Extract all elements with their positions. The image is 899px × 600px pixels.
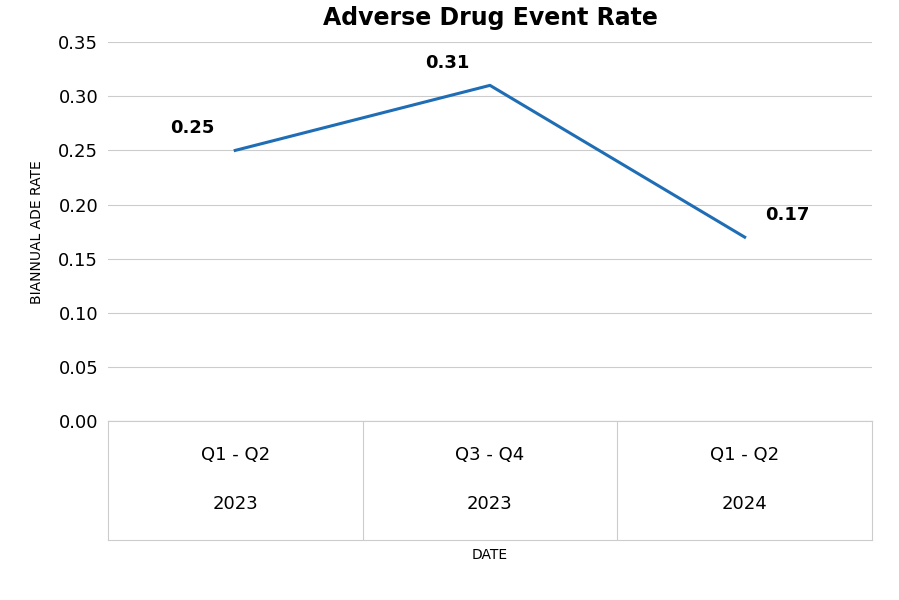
Text: 2023: 2023 <box>467 496 512 514</box>
Y-axis label: BIANNUAL ADE RATE: BIANNUAL ADE RATE <box>31 160 44 304</box>
Text: 2023: 2023 <box>212 496 258 514</box>
Text: 2024: 2024 <box>722 496 768 514</box>
Text: 0.17: 0.17 <box>765 206 809 224</box>
Text: Q1 - Q2: Q1 - Q2 <box>200 446 270 464</box>
X-axis label: DATE: DATE <box>472 548 508 562</box>
Text: Q3 - Q4: Q3 - Q4 <box>455 446 525 464</box>
Text: 0.25: 0.25 <box>171 119 215 137</box>
Text: 0.31: 0.31 <box>425 55 469 73</box>
Title: Adverse Drug Event Rate: Adverse Drug Event Rate <box>323 7 657 31</box>
Text: Q1 - Q2: Q1 - Q2 <box>710 446 779 464</box>
